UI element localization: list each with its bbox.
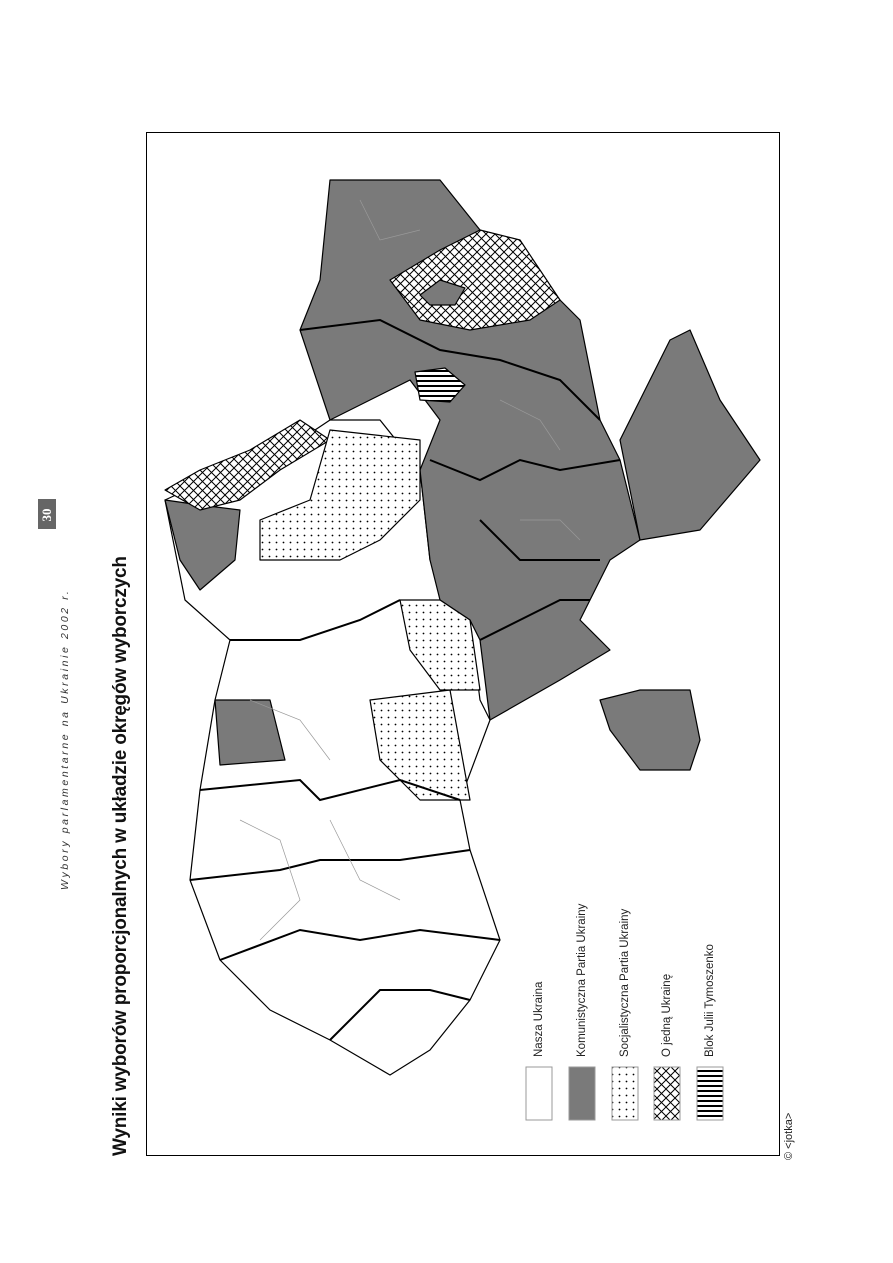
region-spu-center <box>259 429 421 561</box>
oblast-borders <box>189 318 621 1041</box>
legend-swatches <box>525 1066 724 1121</box>
region-kpu-southeast <box>619 329 761 541</box>
region-kpu-crimea <box>599 689 701 771</box>
region-spu-south <box>369 689 471 801</box>
region-kpu-enclave <box>419 279 466 306</box>
map-frame <box>146 132 780 1156</box>
region-kpu-west <box>214 699 286 766</box>
legend-label: Nasza Ukraina <box>533 981 545 1057</box>
legend-label: Socjalistyczna Partia Ukrainy <box>619 908 631 1057</box>
legend-swatch-kpu <box>568 1066 596 1121</box>
legend-label: O jedną Ukrainę <box>661 973 673 1057</box>
copyright: © <jotka> <box>783 1112 795 1160</box>
region-byut <box>414 367 466 403</box>
legend-swatch-spu <box>611 1066 639 1121</box>
legend-label: Komunistyczna Partia Ukrainy <box>576 903 588 1057</box>
legend-label: Blok Julii Tymoszenko <box>704 944 716 1057</box>
legend-swatch-oju <box>653 1066 681 1121</box>
district-borders <box>239 199 581 941</box>
legend-swatch-nasza-ukraina <box>525 1066 553 1121</box>
region-spu-central-south <box>399 599 481 691</box>
legend-swatch-byut <box>696 1066 724 1121</box>
page-number-badge: 30 <box>38 499 56 529</box>
